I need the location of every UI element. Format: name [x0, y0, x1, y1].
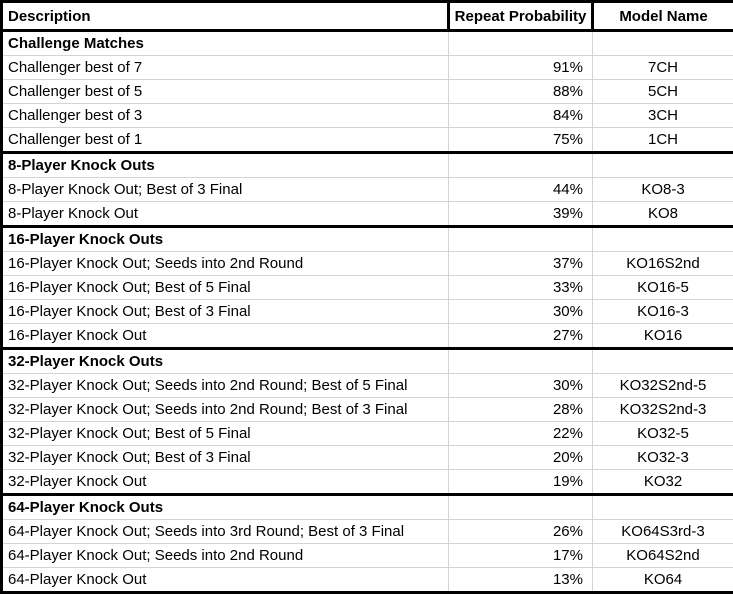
empty-cell — [449, 153, 593, 178]
table-row: 32-Player Knock Out; Seeds into 2nd Roun… — [2, 398, 733, 422]
empty-cell — [593, 31, 733, 56]
empty-cell — [449, 227, 593, 252]
probability-cell: 30% — [449, 374, 593, 398]
table-row: 32-Player Knock Out; Seeds into 2nd Roun… — [2, 374, 733, 398]
description-cell: Challenger best of 1 — [2, 128, 449, 153]
probability-cell: 22% — [449, 422, 593, 446]
probability-cell: 37% — [449, 252, 593, 276]
probability-cell: 19% — [449, 470, 593, 495]
model-name-cell: KO32-5 — [593, 422, 733, 446]
description-cell: Challenger best of 5 — [2, 80, 449, 104]
column-header-model-name: Model Name — [593, 2, 733, 31]
description-cell: Challenger best of 3 — [2, 104, 449, 128]
description-cell: 64-Player Knock Out; Seeds into 2nd Roun… — [2, 544, 449, 568]
table-row: 16-Player Knock Out; Seeds into 2nd Roun… — [2, 252, 733, 276]
empty-cell — [449, 349, 593, 374]
model-name-cell: 5CH — [593, 80, 733, 104]
table-header: Description Repeat Probability Model Nam… — [2, 2, 733, 31]
description-cell: 64-Player Knock Out; Seeds into 3rd Roun… — [2, 520, 449, 544]
probability-cell: 33% — [449, 276, 593, 300]
model-name-cell: KO64S2nd — [593, 544, 733, 568]
model-name-cell: KO16S2nd — [593, 252, 733, 276]
empty-cell — [593, 227, 733, 252]
probability-cell: 26% — [449, 520, 593, 544]
model-name-cell: 7CH — [593, 56, 733, 80]
description-cell: 32-Player Knock Out; Seeds into 2nd Roun… — [2, 398, 449, 422]
model-name-cell: 1CH — [593, 128, 733, 153]
probability-cell: 30% — [449, 300, 593, 324]
column-header-description: Description — [2, 2, 449, 31]
probability-cell: 39% — [449, 202, 593, 227]
empty-cell — [449, 31, 593, 56]
description-cell: 32-Player Knock Out; Best of 5 Final — [2, 422, 449, 446]
probability-cell: 91% — [449, 56, 593, 80]
section-header-row: 32-Player Knock Outs — [2, 349, 733, 374]
description-cell: 8-Player Knock Out; Best of 3 Final — [2, 178, 449, 202]
model-name-cell: KO8 — [593, 202, 733, 227]
table-row: 64-Player Knock Out; Seeds into 3rd Roun… — [2, 520, 733, 544]
section-header-row: 64-Player Knock Outs — [2, 495, 733, 520]
header-row: Description Repeat Probability Model Nam… — [2, 2, 733, 31]
description-cell: 16-Player Knock Out; Best of 3 Final — [2, 300, 449, 324]
model-name-cell: KO16-5 — [593, 276, 733, 300]
description-cell: 32-Player Knock Out; Seeds into 2nd Roun… — [2, 374, 449, 398]
description-cell: 32-Player Knock Out; Best of 3 Final — [2, 446, 449, 470]
description-cell: 16-Player Knock Out; Seeds into 2nd Roun… — [2, 252, 449, 276]
section-title-cell: 8-Player Knock Outs — [2, 153, 449, 178]
description-cell: 16-Player Knock Out — [2, 324, 449, 349]
description-cell: 32-Player Knock Out — [2, 470, 449, 495]
description-cell: Challenger best of 7 — [2, 56, 449, 80]
model-name-cell: KO16-3 — [593, 300, 733, 324]
empty-cell — [593, 153, 733, 178]
section-header-row: 16-Player Knock Outs — [2, 227, 733, 252]
table-row: 64-Player Knock Out; Seeds into 2nd Roun… — [2, 544, 733, 568]
model-name-cell: KO16 — [593, 324, 733, 349]
probability-cell: 13% — [449, 568, 593, 593]
probability-cell: 84% — [449, 104, 593, 128]
model-name-cell: KO32 — [593, 470, 733, 495]
model-name-cell: KO32-3 — [593, 446, 733, 470]
empty-cell — [593, 495, 733, 520]
model-name-cell: KO8-3 — [593, 178, 733, 202]
model-name-cell: KO32S2nd-5 — [593, 374, 733, 398]
description-cell: 8-Player Knock Out — [2, 202, 449, 227]
empty-cell — [593, 349, 733, 374]
section-header-row: Challenge Matches — [2, 31, 733, 56]
description-cell: 64-Player Knock Out — [2, 568, 449, 593]
section-title-cell: 32-Player Knock Outs — [2, 349, 449, 374]
probability-cell: 88% — [449, 80, 593, 104]
probability-cell: 27% — [449, 324, 593, 349]
probability-cell: 28% — [449, 398, 593, 422]
model-name-cell: KO32S2nd-3 — [593, 398, 733, 422]
column-header-repeat-probability: Repeat Probability — [449, 2, 593, 31]
model-name-cell: KO64 — [593, 568, 733, 593]
description-cell: 16-Player Knock Out; Best of 5 Final — [2, 276, 449, 300]
probability-cell: 20% — [449, 446, 593, 470]
probability-cell: 44% — [449, 178, 593, 202]
section-title-cell: 16-Player Knock Outs — [2, 227, 449, 252]
empty-cell — [449, 495, 593, 520]
probability-cell: 17% — [449, 544, 593, 568]
section-title-cell: 64-Player Knock Outs — [2, 495, 449, 520]
section-header-row: 8-Player Knock Outs — [2, 153, 733, 178]
model-name-cell: 3CH — [593, 104, 733, 128]
probability-cell: 75% — [449, 128, 593, 153]
model-name-cell: KO64S3rd-3 — [593, 520, 733, 544]
section-title-cell: Challenge Matches — [2, 31, 449, 56]
